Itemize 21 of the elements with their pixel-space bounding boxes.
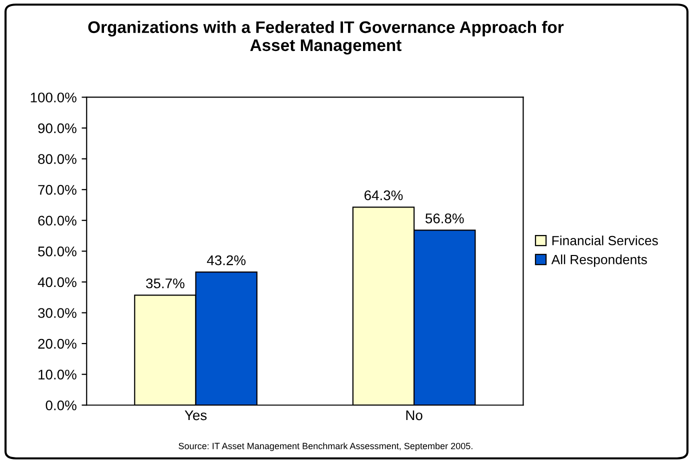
data-label: 56.8% [425,213,464,224]
y-tick-label: 80.0% [38,154,76,164]
y-tick-label: 0.0% [46,400,76,410]
chart-title: Organizations with a Federated IT Governance Approach for Asset Management [88,20,564,54]
source-note: Source: IT Asset Management Benchmark Assessment, September 2005. [178,442,472,452]
y-tick-label: 30.0% [38,308,76,318]
x-tick-label: Yes [184,410,207,420]
data-label: 43.2% [206,255,246,266]
data-label: 35.7% [146,278,184,288]
y-tick-label: 100.0% [30,92,76,102]
y-tick-label: 20.0% [38,338,76,349]
y-tick-label: 40.0% [38,277,76,288]
y-tick-label: 70.0% [38,184,76,195]
y-tick-label: 50.0% [38,246,76,256]
data-label: 64.3% [364,190,403,200]
y-tick-label: 10.0% [38,370,76,380]
y-tick-label: 60.0% [38,216,76,226]
legend-label: Financial Services [552,236,658,246]
x-tick-label: No [406,410,422,420]
legend-label: All Respondents [551,254,647,267]
y-tick-label: 90.0% [38,123,76,134]
